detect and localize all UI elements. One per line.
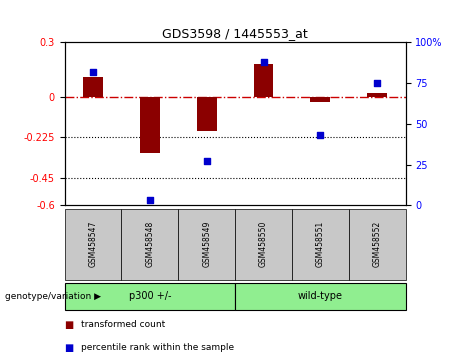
Bar bbox=[140, 97, 160, 153]
Point bbox=[146, 198, 154, 203]
Text: GSM458548: GSM458548 bbox=[145, 221, 154, 267]
Text: ■: ■ bbox=[65, 343, 74, 353]
Text: GSM458551: GSM458551 bbox=[316, 221, 325, 267]
Text: GSM458549: GSM458549 bbox=[202, 221, 211, 268]
Bar bbox=[367, 93, 387, 97]
Text: percentile rank within the sample: percentile rank within the sample bbox=[81, 343, 234, 352]
Text: wild-type: wild-type bbox=[298, 291, 343, 302]
Bar bbox=[197, 97, 217, 131]
Text: p300 +/-: p300 +/- bbox=[129, 291, 171, 302]
Point bbox=[89, 69, 97, 75]
Bar bbox=[310, 97, 331, 102]
Point bbox=[317, 132, 324, 138]
Text: GSM458550: GSM458550 bbox=[259, 221, 268, 268]
Text: genotype/variation ▶: genotype/variation ▶ bbox=[5, 292, 100, 301]
Text: GSM458552: GSM458552 bbox=[373, 221, 382, 267]
Bar bbox=[83, 77, 103, 97]
Text: transformed count: transformed count bbox=[81, 320, 165, 329]
Text: ■: ■ bbox=[65, 320, 74, 330]
Bar bbox=[254, 64, 273, 97]
Point bbox=[260, 59, 267, 65]
Text: GSM458547: GSM458547 bbox=[89, 221, 97, 268]
Point bbox=[373, 80, 381, 86]
Point bbox=[203, 159, 210, 164]
Title: GDS3598 / 1445553_at: GDS3598 / 1445553_at bbox=[162, 27, 308, 40]
